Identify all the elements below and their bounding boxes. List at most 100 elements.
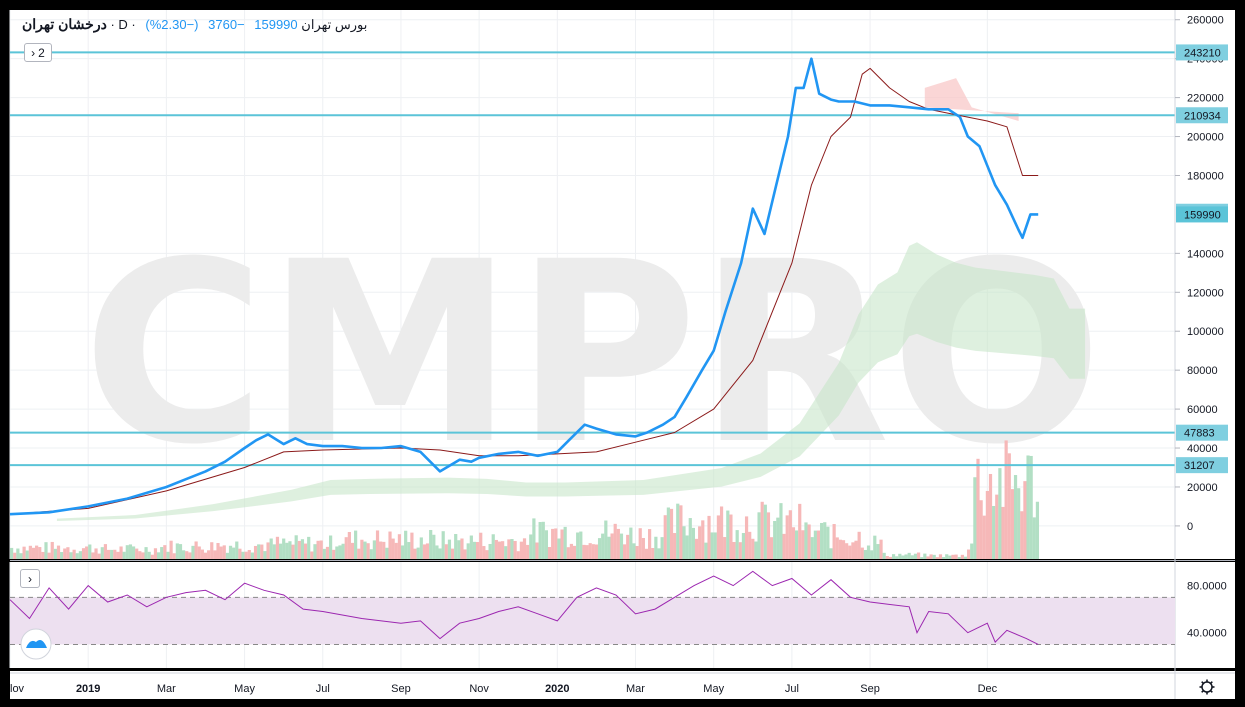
volume-bar	[876, 544, 880, 559]
volume-bar	[916, 552, 921, 559]
volume-bar	[951, 554, 955, 559]
volume-bar	[38, 547, 42, 559]
interval[interactable]: D	[118, 17, 128, 32]
volume-bar	[845, 543, 849, 559]
volume-bar	[28, 545, 32, 559]
volume-bar	[416, 547, 420, 559]
price-badge-label: 243210	[1184, 47, 1221, 59]
volume-bar	[870, 550, 874, 559]
price-axis-label: 40000	[1187, 443, 1218, 455]
volume-bar	[510, 539, 514, 559]
gear-tooth	[1209, 689, 1213, 693]
symbol-name: درخشان تهران	[22, 16, 107, 32]
time-axis-label: Nov	[469, 683, 489, 695]
price-badge-label: 31207	[1184, 460, 1215, 472]
price-axis-label: 180000	[1187, 170, 1224, 182]
volume-bar	[591, 544, 595, 559]
volume-bar	[25, 550, 29, 559]
volume-bar	[94, 548, 98, 559]
volume-bar	[766, 512, 771, 559]
volume-bar	[241, 551, 245, 559]
volume-bar	[685, 535, 689, 559]
volume-bar	[707, 515, 711, 559]
volume-bar	[16, 548, 20, 559]
volume-bar	[466, 543, 470, 559]
volume-bar	[895, 556, 899, 559]
volume-bar	[219, 546, 223, 559]
volume-bar	[544, 530, 549, 559]
volume-bar	[907, 552, 911, 559]
volume-bar	[110, 549, 114, 559]
volume-bar	[698, 526, 702, 559]
chevron-right-icon: ›	[28, 571, 32, 586]
volume-bar	[920, 557, 924, 559]
volume-bar	[516, 551, 520, 559]
volume-bar	[885, 556, 889, 559]
volume-bar	[588, 543, 592, 559]
volume-bar	[13, 552, 17, 559]
rsi-collapse-button[interactable]: ›	[20, 569, 40, 588]
time-axis-label: Mar	[626, 683, 645, 695]
time-axis	[10, 671, 1235, 699]
volume-bar	[66, 547, 70, 559]
indicators-toggle-button[interactable]: › 2	[24, 43, 52, 62]
volume-bar	[663, 515, 667, 559]
volume-bar	[75, 553, 79, 559]
volume-bar	[122, 551, 126, 559]
volume-bar	[851, 542, 855, 559]
volume-bar	[494, 539, 498, 559]
volume-bar	[585, 545, 589, 559]
volume-bar	[541, 521, 545, 559]
volume-bar	[100, 547, 104, 559]
gear-tooth	[1201, 681, 1205, 685]
volume-bar	[447, 539, 452, 559]
volume-bar	[44, 542, 48, 559]
volume-bar	[798, 503, 802, 559]
volume-bar	[247, 550, 251, 559]
price-axis-label: 220000	[1187, 93, 1224, 105]
volume-bar	[654, 536, 658, 559]
price-badge	[1176, 206, 1228, 223]
volume-bar	[141, 552, 145, 559]
volume-bar	[347, 532, 351, 559]
volume-bar	[329, 535, 333, 559]
volume-bar	[804, 522, 808, 559]
price-axis-label: 20000	[1187, 482, 1218, 494]
volume-bar	[479, 532, 483, 559]
volume-bar	[648, 529, 652, 559]
cloud-logo-icon	[26, 640, 47, 648]
volume-bar	[1035, 501, 1040, 559]
volume-bar	[669, 508, 674, 559]
volume-bar	[429, 529, 433, 559]
volume-bar	[629, 527, 633, 559]
last-price: 159990	[254, 17, 298, 32]
volume-bar	[319, 540, 323, 559]
volume-bar	[967, 549, 971, 559]
volume-bar	[732, 542, 736, 559]
volume-bar	[116, 551, 120, 559]
volume-bar	[904, 554, 908, 559]
volume-bar	[397, 534, 402, 559]
volume-bar	[848, 545, 852, 559]
volume-bar	[10, 547, 14, 559]
volume-bar	[841, 540, 846, 559]
volume-bar	[388, 531, 392, 559]
time-axis-label: May	[703, 683, 724, 695]
volume-bar	[998, 468, 1002, 559]
volume-bar	[776, 517, 780, 559]
volume-bar	[188, 552, 192, 559]
volume-bar	[744, 516, 749, 559]
volume-bar	[385, 547, 389, 559]
time-axis-label: Jul	[785, 683, 799, 695]
rsi-axis-label: 80.0000	[1187, 581, 1227, 593]
volume-bar	[622, 544, 627, 559]
volume-bar	[460, 538, 464, 559]
volume-bar	[754, 541, 758, 559]
volume-bar	[322, 548, 326, 559]
volume-bar	[635, 545, 639, 559]
price-axis-label: 260000	[1187, 15, 1224, 27]
volume-bar	[360, 539, 364, 559]
volume-bar	[582, 544, 586, 559]
volume-bar	[197, 546, 201, 559]
